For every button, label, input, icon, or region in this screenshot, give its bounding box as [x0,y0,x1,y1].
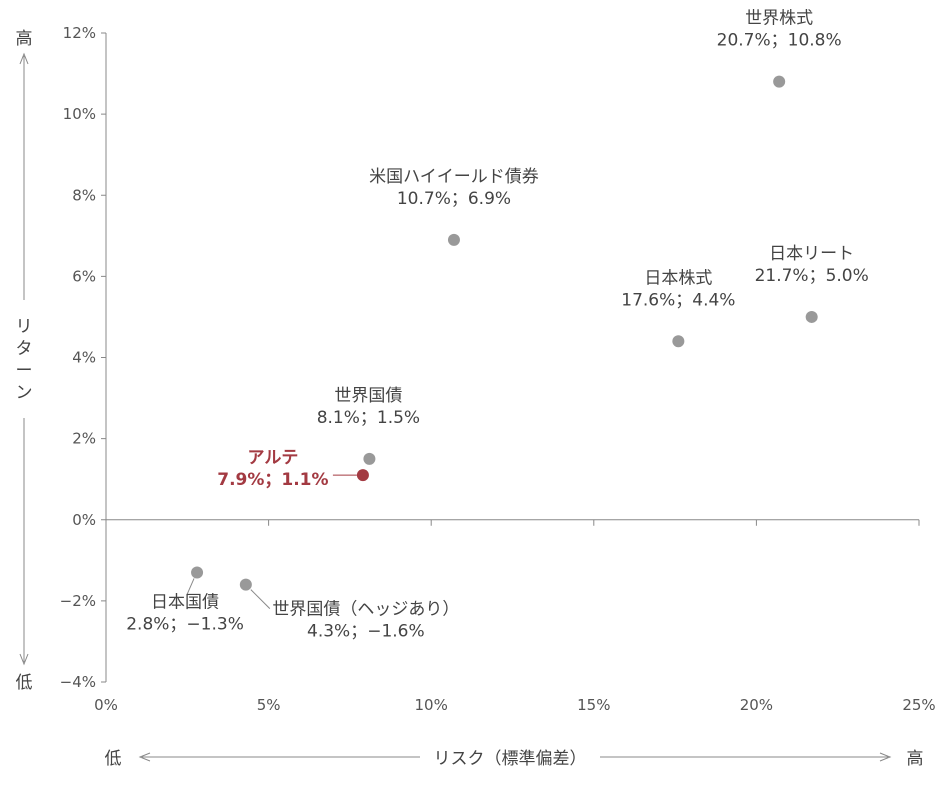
y-tick-label: 4% [72,349,96,367]
point-value-label: 10.7%；6.9% [397,189,511,209]
point-name-label: 米国ハイイールド債券 [369,167,539,187]
point-value-label: 17.6%；4.4% [621,290,735,310]
y-axis-title-char: タ [16,339,33,359]
x-tick-label: 10% [415,696,448,714]
y-axis-title-char: リ [16,317,33,337]
y-tick-label: 2% [72,430,96,448]
y-axis-low-label: 低 [16,673,33,693]
x-axis-low-label: 低 [105,749,122,769]
point-value-label: 2.8%；−1.3% [126,614,244,634]
point-name-label: 世界国債 [334,386,402,406]
point-value-label: 21.7%；5.0% [755,266,869,286]
y-arrow-down-head [19,653,29,666]
ticks: −4% −2% 0% 2% 4% 6% 8% 10% 12% 0% 5% 10% 15% 20% 25% [60,24,936,714]
highlight-point [356,469,369,482]
point-name-label: 日本国債 [151,592,219,612]
x-arrow-left-head [138,752,151,762]
x-axis-high-label: 高 [907,749,924,769]
leader-lines [186,474,357,610]
point-name-label: アルテ [247,448,298,468]
data-points [191,75,818,591]
x-axis-title: リスク（標準偏差） [434,749,587,769]
data-point [239,578,252,591]
x-tick-label: 20% [740,696,773,714]
y-tick-label: 6% [72,267,96,285]
point-value-label: 8.1%；1.5% [317,408,420,428]
x-arrow-right-head [879,752,892,762]
data-point [773,75,786,88]
y-axis-title-char: ー [16,361,33,381]
data-point [447,233,460,246]
leader-line [186,578,195,595]
point-name-label: 日本リート [769,244,854,264]
y-tick-label: −2% [60,592,96,610]
leader-line [250,589,271,610]
y-tick-label: 8% [72,186,96,204]
data-point [805,310,818,323]
data-point [363,452,376,465]
y-tick-label: 0% [72,511,96,529]
point-value-label: 7.9%；1.1% [217,470,328,490]
y-arrow-up-head [19,52,29,65]
point-name-label: 世界国債（ヘッジあり） [272,600,459,620]
y-tick-label: 10% [63,105,96,123]
point-name-label: 日本株式 [644,268,712,288]
axes [105,33,919,682]
x-tick-label: 5% [257,696,281,714]
data-point [672,335,685,348]
y-axis-title-char: ン [16,383,33,403]
point-value-label: 20.7%；10.8% [717,31,842,51]
data-point [191,566,204,579]
x-tick-label: 0% [94,696,118,714]
point-value-label: 4.3%；−1.6% [307,622,425,642]
y-axis-high-label: 高 [16,29,33,49]
y-tick-label: 12% [63,24,96,42]
x-tick-label: 15% [577,696,610,714]
x-tick-label: 25% [902,696,935,714]
y-tick-label: −4% [60,673,96,691]
point-name-label: 世界株式 [745,9,813,29]
